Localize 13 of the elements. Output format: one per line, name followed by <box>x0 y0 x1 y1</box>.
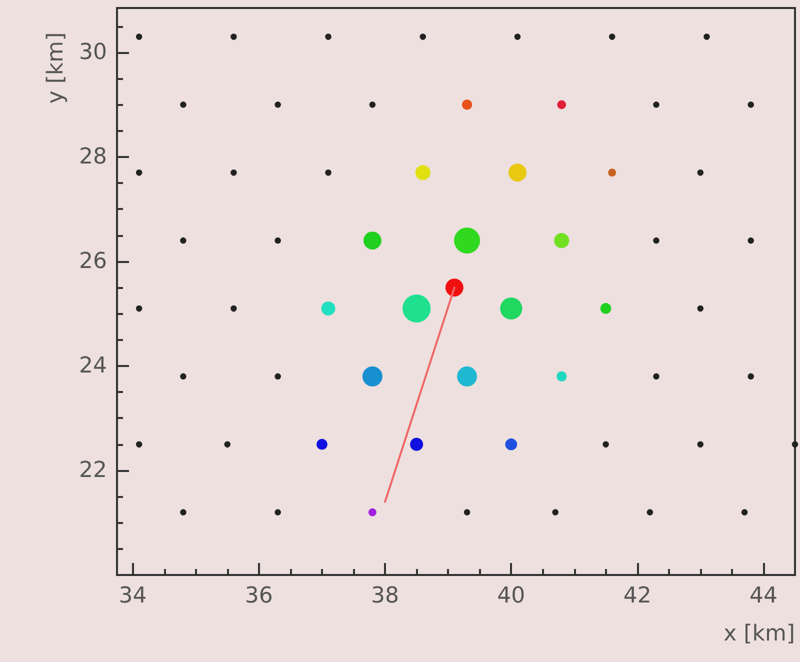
y-tick-label: 28 <box>79 144 107 170</box>
y-tick-label: 24 <box>79 353 107 378</box>
y-axis-title: y [km] <box>44 32 68 104</box>
y-tick-label: 26 <box>79 248 107 274</box>
x-tick-label: 42 <box>623 584 652 608</box>
x-tick-label: 34 <box>118 584 147 608</box>
y-tick-label: 22 <box>79 458 107 483</box>
x-tick-label: 40 <box>497 584 526 608</box>
x-tick-label: 36 <box>244 584 273 608</box>
y-tick-label: 30 <box>79 40 107 65</box>
x-axis-title: x [km] <box>724 622 795 646</box>
x-tick-label: 38 <box>371 584 400 608</box>
x-tick-label: 44 <box>749 584 778 608</box>
